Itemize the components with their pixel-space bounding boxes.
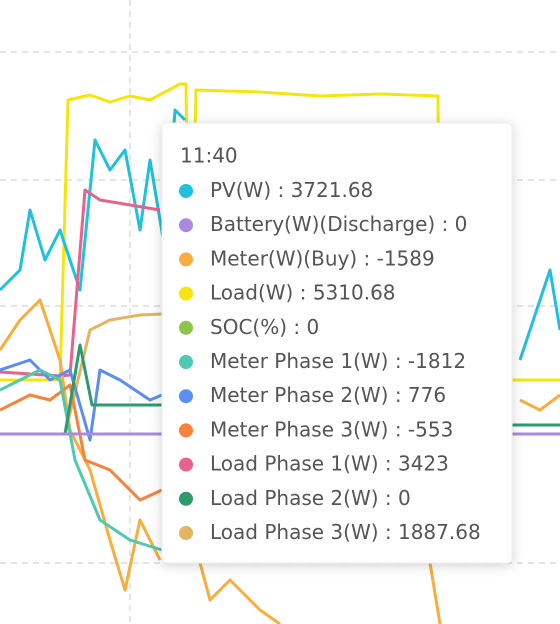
separator: : (357, 246, 376, 270)
series-name: Load Phase 1(W) (210, 451, 379, 475)
series-value: 0 (455, 212, 468, 236)
series-name: Load Phase 3(W) (210, 520, 379, 544)
legend-dot (179, 286, 193, 301)
meter-line (0, 298, 560, 592)
series-name: Meter Phase 2(W) (210, 383, 388, 407)
separator: : (388, 383, 407, 407)
legend-dot (179, 320, 193, 335)
tooltip-row: Meter Phase 1(W) : -1812 (210, 349, 466, 373)
series-name: Battery(W)(Discharge) (210, 212, 435, 236)
legend-dot (179, 389, 193, 404)
background-lines (0, 82, 560, 624)
separator: : (388, 417, 407, 441)
tooltip-row: Battery(W)(Discharge) : 0 (210, 212, 467, 236)
tooltip-row: Load(W) : 5310.68 (210, 280, 396, 304)
meter-phase-2-line (0, 358, 163, 442)
meter-phase-1-line (0, 368, 163, 552)
separator: : (271, 178, 290, 202)
series-value: 5310.68 (313, 280, 396, 304)
meter-phase-3-line (0, 383, 163, 502)
tooltip-row: PV(W) : 3721.68 (210, 178, 373, 202)
series-name: PV(W) (210, 178, 271, 202)
series-value: -553 (408, 417, 453, 441)
series-value: 0 (306, 314, 319, 338)
separator: : (388, 349, 407, 373)
series-name: Meter Phase 3(W) (210, 417, 388, 441)
legend-dot (179, 457, 193, 472)
series-name: Meter(W)(Buy) (210, 246, 357, 270)
tooltip-row: Load Phase 2(W) : 0 (210, 485, 411, 509)
series-value: -1589 (377, 246, 435, 270)
legend-dot (179, 423, 193, 438)
series-value: 776 (408, 383, 446, 407)
separator: : (379, 451, 398, 475)
tooltip-row: SOC(%) : 0 (210, 314, 319, 338)
tooltip-row: Meter Phase 2(W) : 776 (210, 383, 446, 407)
legend-dot (179, 491, 193, 506)
tooltip-row: Meter Phase 3(W) : -553 (210, 417, 453, 441)
series-value: 1887.68 (398, 520, 481, 544)
separator: : (379, 520, 398, 544)
separator: : (287, 314, 306, 338)
tooltip: 11:40 PV(W) : 3721.68 Battery(W)(Discharg… (161, 122, 513, 564)
legend-dot (179, 184, 193, 198)
separator: : (293, 280, 312, 304)
separator: : (379, 485, 398, 509)
series-name: Load Phase 2(W) (210, 485, 379, 509)
tooltip-box (161, 122, 513, 564)
series-name: Load(W) (210, 280, 293, 304)
legend-dot (179, 218, 193, 233)
tooltip-row: Load Phase 3(W) : 1887.68 (210, 520, 481, 544)
series-value: 3721.68 (291, 178, 374, 202)
tooltip-time: 11:40 (180, 144, 238, 168)
series-name: Meter Phase 1(W) (210, 349, 388, 373)
legend-dot (179, 526, 193, 540)
legend-dot (179, 355, 193, 369)
series-value: 0 (398, 485, 411, 509)
tooltip-row: Load Phase 1(W) : 3423 (210, 451, 449, 475)
series-name: SOC(%) (210, 314, 287, 338)
meter-line-lower (198, 562, 442, 624)
legend-dot (179, 252, 193, 267)
separator: : (435, 212, 454, 236)
series-value: 3423 (398, 451, 449, 475)
tooltip-row: Meter(W)(Buy) : -1589 (210, 246, 435, 270)
series-value: -1812 (408, 349, 466, 373)
load-line (0, 82, 560, 382)
